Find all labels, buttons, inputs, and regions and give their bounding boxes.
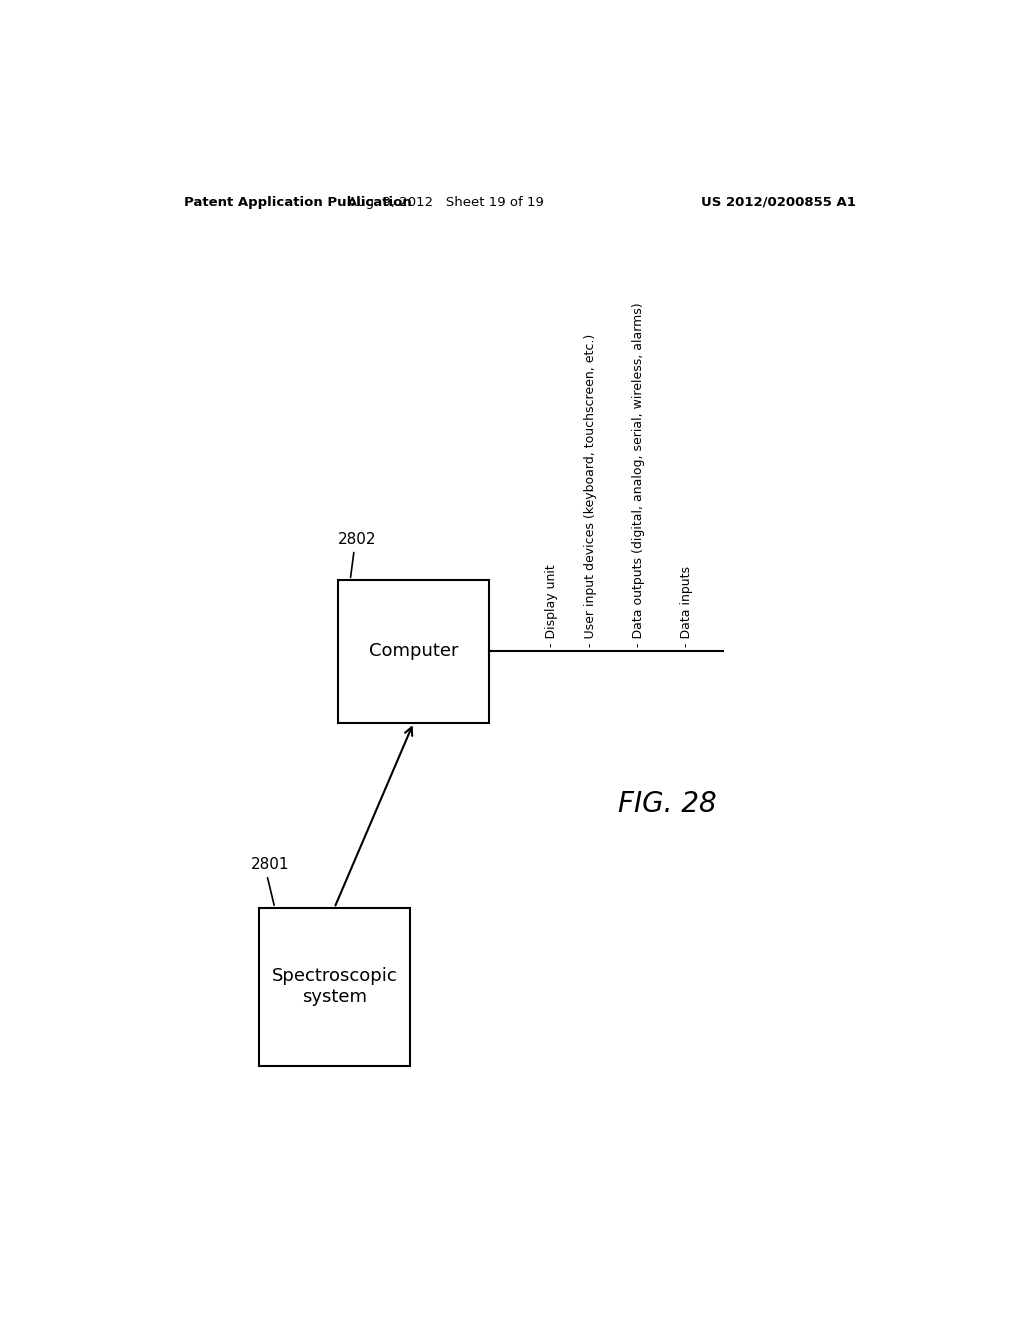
Text: Computer: Computer [369, 643, 459, 660]
Text: Spectroscopic
system: Spectroscopic system [271, 968, 397, 1006]
Text: 2801: 2801 [251, 857, 290, 873]
Bar [338, 581, 489, 722]
Text: 2802: 2802 [338, 532, 377, 546]
Text: US 2012/0200855 A1: US 2012/0200855 A1 [701, 195, 856, 209]
Text: Patent Application Publication: Patent Application Publication [183, 195, 412, 209]
Text: Aug. 9, 2012   Sheet 19 of 19: Aug. 9, 2012 Sheet 19 of 19 [347, 195, 544, 209]
Text: - Display unit: - Display unit [545, 565, 558, 647]
Text: FIG. 28: FIG. 28 [618, 789, 717, 818]
Text: - Data outputs (digital, analog, serial, wireless, alarms): - Data outputs (digital, analog, serial,… [632, 302, 645, 647]
Bar [259, 908, 410, 1065]
Text: - User input devices (keyboard, touchscreen, etc.): - User input devices (keyboard, touchscr… [585, 334, 597, 647]
Text: - Data inputs: - Data inputs [680, 566, 692, 647]
